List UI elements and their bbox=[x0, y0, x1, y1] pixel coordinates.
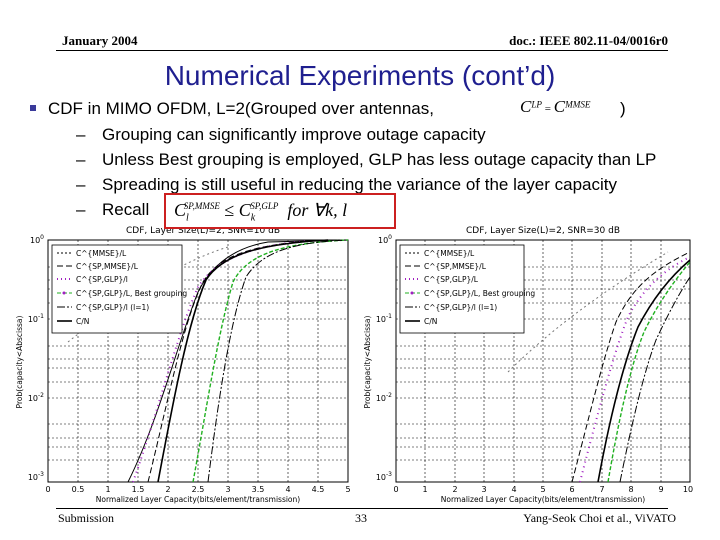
svg-text:10-3: 10-3 bbox=[376, 471, 392, 482]
svg-text:7: 7 bbox=[599, 485, 604, 494]
cdf-plot-snr30: CDF, Layer Size(L)=2, SNR=30 dB C^{MMSE}… bbox=[363, 226, 693, 504]
legend-box bbox=[399, 244, 525, 334]
svg-text:8: 8 bbox=[628, 485, 633, 494]
curve-sp-mmse bbox=[571, 251, 691, 483]
svg-text:C^{SP,GLP}/l (l=1): C^{SP,GLP}/l (l=1) bbox=[76, 303, 149, 312]
svg-text:0: 0 bbox=[45, 485, 50, 494]
main-bullet-text: CDF in MIMO OFDM, L=2(Grouped over anten… bbox=[48, 99, 434, 118]
legend-box bbox=[51, 244, 183, 334]
curve-best-grouping bbox=[192, 239, 349, 483]
header-doc-id: doc.: IEEE 802.11-04/0016r0 bbox=[509, 33, 668, 48]
plot-title: CDF, Layer Size(L)=2, SNR=10 dB bbox=[126, 226, 280, 236]
sub-bullet-recall: – Recall bbox=[76, 200, 150, 219]
sub-bullet: – Spreading is still useful in reducing t… bbox=[76, 175, 618, 194]
footer-author: Yang-Seok Choi et al., ViVATO bbox=[523, 511, 676, 525]
svg-text:4: 4 bbox=[285, 485, 290, 494]
y-tick-labels: 100 10-1 10-2 10-3 bbox=[376, 234, 392, 482]
legend-entries: C^{MMSE}/L C^{SP,MMSE}/L C^{SP,GLP}/l C^… bbox=[57, 249, 187, 326]
svg-text:10-2: 10-2 bbox=[376, 392, 392, 403]
svg-text:2.5: 2.5 bbox=[192, 485, 205, 494]
main-bullet-closing: ) bbox=[620, 99, 626, 118]
svg-text:3.5: 3.5 bbox=[252, 485, 265, 494]
svg-text:100: 100 bbox=[30, 234, 44, 245]
x-tick-labels: 0 1 2 3 4 5 6 7 8 9 10 bbox=[393, 485, 693, 494]
svg-text:2: 2 bbox=[165, 485, 170, 494]
svg-text:1: 1 bbox=[422, 485, 427, 494]
sub-bullet: – Unless Best grouping is employed, GLP h… bbox=[76, 150, 657, 169]
recall-equation-box: ClSP,MMSE ≤ CkSP,GLP for ∀k, l bbox=[164, 193, 396, 229]
svg-text:C^{SP,MMSE}/L: C^{SP,MMSE}/L bbox=[76, 262, 139, 271]
main-bullet: CDF in MIMO OFDM, L=2(Grouped over anten… bbox=[30, 99, 434, 119]
svg-text:C/N: C/N bbox=[424, 317, 437, 326]
svg-text:C/N: C/N bbox=[76, 317, 89, 326]
y-tick-labels: 100 10-1 10-2 10-3 bbox=[28, 234, 44, 482]
svg-text:0.5: 0.5 bbox=[72, 485, 85, 494]
svg-text:6: 6 bbox=[569, 485, 574, 494]
svg-text:10-1: 10-1 bbox=[376, 313, 392, 324]
svg-text:4.5: 4.5 bbox=[312, 485, 325, 494]
svg-text:3: 3 bbox=[225, 485, 230, 494]
inline-equation: CLP = CMMSE bbox=[520, 97, 591, 116]
svg-text:10-1: 10-1 bbox=[28, 313, 44, 324]
x-axis-label: Normalized Layer Capacity(bits/element/t… bbox=[441, 495, 645, 504]
y-axis-label: Prob(capacity<Abscissa) bbox=[15, 315, 24, 408]
svg-text:100: 100 bbox=[378, 234, 392, 245]
svg-text:2: 2 bbox=[452, 485, 457, 494]
plot-title: CDF, Layer Size(L)=2, SNR=30 dB bbox=[466, 226, 620, 236]
svg-text:0: 0 bbox=[393, 485, 398, 494]
slide-title: Numerical Experiments (cont’d) bbox=[164, 60, 556, 91]
curve-sp-glp-l1 bbox=[207, 239, 349, 483]
grid-lines bbox=[48, 240, 348, 482]
recall-equation: ClSP,MMSE ≤ CkSP,GLP for ∀k, l bbox=[174, 200, 348, 224]
svg-text:1: 1 bbox=[105, 485, 110, 494]
curve-sp-glp-l1 bbox=[619, 276, 691, 483]
legend-entries: C^{MMSE}/L C^{SP,MMSE}/L C^{SP,GLP}/L C^… bbox=[405, 249, 535, 326]
svg-text:3: 3 bbox=[481, 485, 486, 494]
svg-text:5: 5 bbox=[540, 485, 545, 494]
svg-text:C^{SP,GLP}/L, Best grouping: C^{SP,GLP}/L, Best grouping bbox=[76, 289, 187, 298]
svg-text:10: 10 bbox=[683, 485, 693, 494]
svg-text:5: 5 bbox=[345, 485, 350, 494]
svg-text:10-3: 10-3 bbox=[28, 471, 44, 482]
curve-best-grouping bbox=[607, 261, 691, 483]
svg-text:C^{SP,GLP}/L: C^{SP,GLP}/L bbox=[424, 275, 479, 284]
svg-text:1.5: 1.5 bbox=[132, 485, 145, 494]
header-date: January 2004 bbox=[62, 33, 138, 48]
footer-page-number: 33 bbox=[355, 511, 367, 525]
y-axis-label: Prob(capacity<Abscissa) bbox=[363, 315, 372, 408]
footer-rule bbox=[56, 508, 668, 509]
header-rule bbox=[56, 50, 668, 51]
curve-cn bbox=[597, 259, 691, 483]
svg-text:C^{SP,MMSE}/L: C^{SP,MMSE}/L bbox=[424, 262, 487, 271]
x-axis-label: Normalized Layer Capacity(bits/element/t… bbox=[96, 495, 300, 504]
curve-reference bbox=[507, 251, 669, 373]
svg-text:4: 4 bbox=[511, 485, 516, 494]
square-bullet-icon bbox=[30, 104, 36, 111]
cdf-curves bbox=[507, 251, 691, 483]
x-tick-labels: 0 0.5 1 1.5 2 2.5 3 3.5 4 4.5 5 bbox=[45, 485, 350, 494]
svg-text:10-2: 10-2 bbox=[28, 392, 44, 403]
footer-submission: Submission bbox=[58, 511, 115, 525]
cdf-plot-snr10: CDF, Layer Size(L)=2, SNR=10 dB C^{MMSE}… bbox=[15, 226, 351, 504]
sub-bullet: – Grouping can significantly improve outa… bbox=[76, 125, 486, 144]
curve-cn bbox=[157, 239, 329, 483]
svg-text:9: 9 bbox=[658, 485, 663, 494]
svg-text:C^{SP,GLP}/L, Best grouping: C^{SP,GLP}/L, Best grouping bbox=[424, 289, 535, 298]
svg-text:C^{MMSE}/L: C^{MMSE}/L bbox=[76, 249, 127, 258]
svg-text:C^{SP,GLP}/l: C^{SP,GLP}/l bbox=[76, 275, 128, 284]
svg-text:C^{SP,GLP}/l (l=1): C^{SP,GLP}/l (l=1) bbox=[424, 303, 497, 312]
cdf-curves bbox=[67, 239, 349, 483]
svg-text:C^{MMSE}/L: C^{MMSE}/L bbox=[424, 249, 475, 258]
